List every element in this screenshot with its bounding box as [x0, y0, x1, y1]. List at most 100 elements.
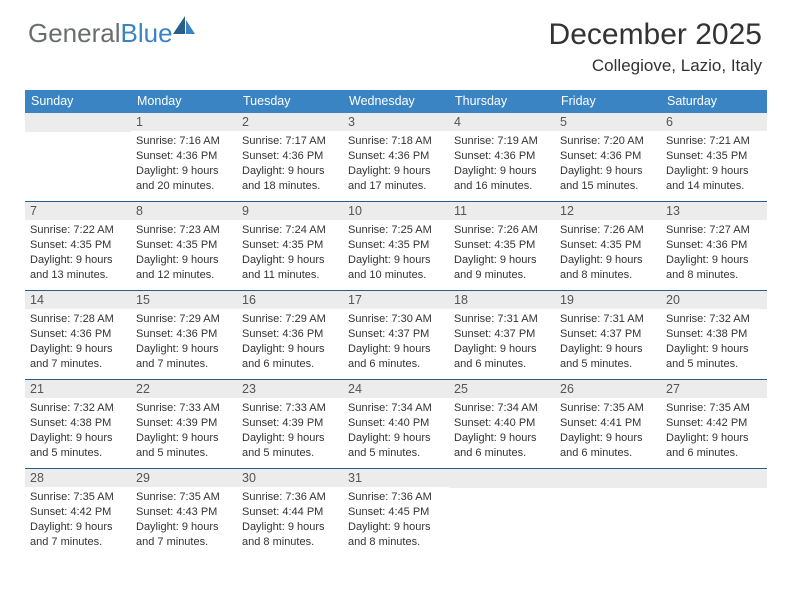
- day-cell: 15Sunrise: 7:29 AMSunset: 4:36 PMDayligh…: [131, 291, 237, 379]
- day-data: Sunrise: 7:20 AMSunset: 4:36 PMDaylight:…: [555, 131, 661, 199]
- day-number: 29: [131, 469, 237, 487]
- day-number: 8: [131, 202, 237, 220]
- day-data: Sunrise: 7:34 AMSunset: 4:40 PMDaylight:…: [449, 398, 555, 466]
- day-data: Sunrise: 7:29 AMSunset: 4:36 PMDaylight:…: [237, 309, 343, 377]
- week-row: 21Sunrise: 7:32 AMSunset: 4:38 PMDayligh…: [25, 380, 767, 469]
- title-block: December 2025 Collegiove, Lazio, Italy: [549, 18, 762, 76]
- day-data: Sunrise: 7:34 AMSunset: 4:40 PMDaylight:…: [343, 398, 449, 466]
- week-row: 14Sunrise: 7:28 AMSunset: 4:36 PMDayligh…: [25, 291, 767, 380]
- day-number: 12: [555, 202, 661, 220]
- day-number: 30: [237, 469, 343, 487]
- day-cell: 21Sunrise: 7:32 AMSunset: 4:38 PMDayligh…: [25, 380, 131, 468]
- day-number: 25: [449, 380, 555, 398]
- day-number: 15: [131, 291, 237, 309]
- logo-part1: General: [28, 18, 121, 48]
- day-data: Sunrise: 7:27 AMSunset: 4:36 PMDaylight:…: [661, 220, 767, 288]
- day-number: 21: [25, 380, 131, 398]
- dow-cell: Wednesday: [343, 90, 449, 113]
- day-cell: [661, 469, 767, 557]
- day-number: 23: [237, 380, 343, 398]
- day-cell: 12Sunrise: 7:26 AMSunset: 4:35 PMDayligh…: [555, 202, 661, 290]
- day-cell: 22Sunrise: 7:33 AMSunset: 4:39 PMDayligh…: [131, 380, 237, 468]
- day-data: Sunrise: 7:36 AMSunset: 4:44 PMDaylight:…: [237, 487, 343, 555]
- day-data: Sunrise: 7:35 AMSunset: 4:41 PMDaylight:…: [555, 398, 661, 466]
- day-number: 20: [661, 291, 767, 309]
- day-cell: 1Sunrise: 7:16 AMSunset: 4:36 PMDaylight…: [131, 113, 237, 201]
- logo-text: GeneralBlue: [28, 18, 173, 49]
- day-number: [25, 113, 131, 132]
- sail-icon: [171, 14, 197, 41]
- location: Collegiove, Lazio, Italy: [549, 56, 762, 76]
- day-cell: 24Sunrise: 7:34 AMSunset: 4:40 PMDayligh…: [343, 380, 449, 468]
- day-number: 19: [555, 291, 661, 309]
- day-cell: 23Sunrise: 7:33 AMSunset: 4:39 PMDayligh…: [237, 380, 343, 468]
- dow-cell: Saturday: [661, 90, 767, 113]
- day-data: Sunrise: 7:29 AMSunset: 4:36 PMDaylight:…: [131, 309, 237, 377]
- day-cell: 5Sunrise: 7:20 AMSunset: 4:36 PMDaylight…: [555, 113, 661, 201]
- day-cell: 7Sunrise: 7:22 AMSunset: 4:35 PMDaylight…: [25, 202, 131, 290]
- dow-cell: Sunday: [25, 90, 131, 113]
- day-data: Sunrise: 7:31 AMSunset: 4:37 PMDaylight:…: [449, 309, 555, 377]
- day-cell: 8Sunrise: 7:23 AMSunset: 4:35 PMDaylight…: [131, 202, 237, 290]
- day-cell: 31Sunrise: 7:36 AMSunset: 4:45 PMDayligh…: [343, 469, 449, 557]
- day-data: Sunrise: 7:24 AMSunset: 4:35 PMDaylight:…: [237, 220, 343, 288]
- day-number: 2: [237, 113, 343, 131]
- day-number: 6: [661, 113, 767, 131]
- calendar: SundayMondayTuesdayWednesdayThursdayFrid…: [25, 90, 767, 557]
- day-cell: 10Sunrise: 7:25 AMSunset: 4:35 PMDayligh…: [343, 202, 449, 290]
- day-number: [555, 469, 661, 488]
- day-data: Sunrise: 7:32 AMSunset: 4:38 PMDaylight:…: [25, 398, 131, 466]
- day-cell: 6Sunrise: 7:21 AMSunset: 4:35 PMDaylight…: [661, 113, 767, 201]
- dow-cell: Friday: [555, 90, 661, 113]
- day-number: 22: [131, 380, 237, 398]
- day-cell: 27Sunrise: 7:35 AMSunset: 4:42 PMDayligh…: [661, 380, 767, 468]
- day-number: 27: [661, 380, 767, 398]
- week-row: 7Sunrise: 7:22 AMSunset: 4:35 PMDaylight…: [25, 202, 767, 291]
- day-cell: [555, 469, 661, 557]
- day-data: Sunrise: 7:36 AMSunset: 4:45 PMDaylight:…: [343, 487, 449, 555]
- day-data: Sunrise: 7:26 AMSunset: 4:35 PMDaylight:…: [555, 220, 661, 288]
- day-cell: 2Sunrise: 7:17 AMSunset: 4:36 PMDaylight…: [237, 113, 343, 201]
- day-cell: 16Sunrise: 7:29 AMSunset: 4:36 PMDayligh…: [237, 291, 343, 379]
- day-number: 5: [555, 113, 661, 131]
- dow-cell: Monday: [131, 90, 237, 113]
- day-number: 14: [25, 291, 131, 309]
- day-data: Sunrise: 7:23 AMSunset: 4:35 PMDaylight:…: [131, 220, 237, 288]
- day-cell: 19Sunrise: 7:31 AMSunset: 4:37 PMDayligh…: [555, 291, 661, 379]
- day-cell: 13Sunrise: 7:27 AMSunset: 4:36 PMDayligh…: [661, 202, 767, 290]
- day-data: Sunrise: 7:33 AMSunset: 4:39 PMDaylight:…: [237, 398, 343, 466]
- day-data: Sunrise: 7:18 AMSunset: 4:36 PMDaylight:…: [343, 131, 449, 199]
- logo-part2: Blue: [121, 18, 173, 48]
- day-data: Sunrise: 7:17 AMSunset: 4:36 PMDaylight:…: [237, 131, 343, 199]
- day-cell: 3Sunrise: 7:18 AMSunset: 4:36 PMDaylight…: [343, 113, 449, 201]
- day-cell: 9Sunrise: 7:24 AMSunset: 4:35 PMDaylight…: [237, 202, 343, 290]
- dow-cell: Tuesday: [237, 90, 343, 113]
- logo: GeneralBlue: [28, 18, 197, 49]
- day-data: Sunrise: 7:22 AMSunset: 4:35 PMDaylight:…: [25, 220, 131, 288]
- day-number: 1: [131, 113, 237, 131]
- day-number: [449, 469, 555, 488]
- day-data: Sunrise: 7:32 AMSunset: 4:38 PMDaylight:…: [661, 309, 767, 377]
- day-cell: [449, 469, 555, 557]
- day-data: Sunrise: 7:33 AMSunset: 4:39 PMDaylight:…: [131, 398, 237, 466]
- day-data: Sunrise: 7:25 AMSunset: 4:35 PMDaylight:…: [343, 220, 449, 288]
- header: GeneralBlue December 2025 Collegiove, La…: [0, 0, 792, 82]
- day-cell: 20Sunrise: 7:32 AMSunset: 4:38 PMDayligh…: [661, 291, 767, 379]
- day-number: 26: [555, 380, 661, 398]
- day-data: Sunrise: 7:35 AMSunset: 4:42 PMDaylight:…: [25, 487, 131, 555]
- day-data: Sunrise: 7:35 AMSunset: 4:43 PMDaylight:…: [131, 487, 237, 555]
- day-cell: 14Sunrise: 7:28 AMSunset: 4:36 PMDayligh…: [25, 291, 131, 379]
- day-number: 13: [661, 202, 767, 220]
- day-cell: 30Sunrise: 7:36 AMSunset: 4:44 PMDayligh…: [237, 469, 343, 557]
- week-row: 1Sunrise: 7:16 AMSunset: 4:36 PMDaylight…: [25, 113, 767, 202]
- day-number: 16: [237, 291, 343, 309]
- day-number: 31: [343, 469, 449, 487]
- day-number: 10: [343, 202, 449, 220]
- day-number: 24: [343, 380, 449, 398]
- day-data: Sunrise: 7:30 AMSunset: 4:37 PMDaylight:…: [343, 309, 449, 377]
- day-cell: 26Sunrise: 7:35 AMSunset: 4:41 PMDayligh…: [555, 380, 661, 468]
- day-number: 4: [449, 113, 555, 131]
- day-cell: 4Sunrise: 7:19 AMSunset: 4:36 PMDaylight…: [449, 113, 555, 201]
- day-number: 18: [449, 291, 555, 309]
- day-data: Sunrise: 7:35 AMSunset: 4:42 PMDaylight:…: [661, 398, 767, 466]
